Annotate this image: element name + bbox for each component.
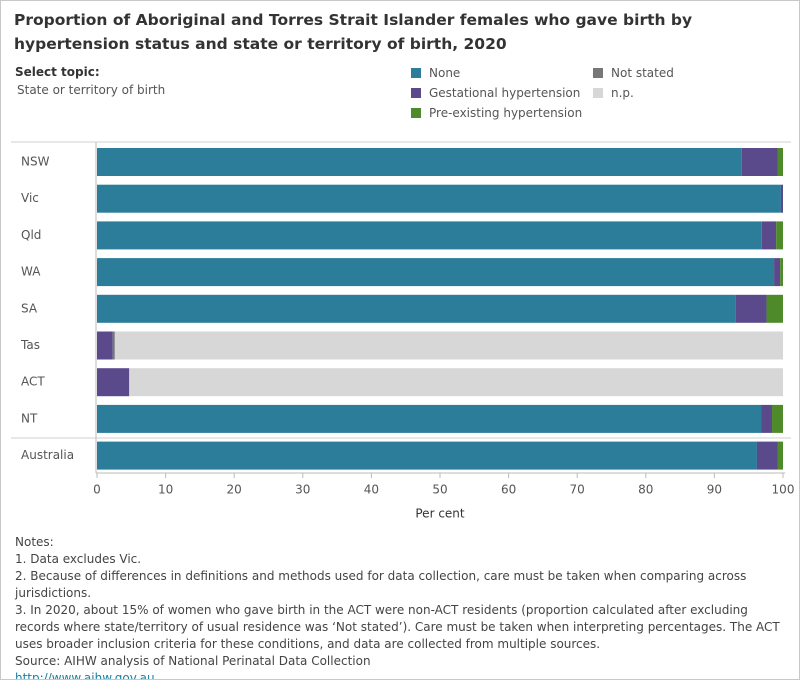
note: 3. In 2020, about 15% of women who gave … [15,603,780,651]
legend-item[interactable]: Pre-existing hypertension [411,106,582,120]
y-tick-label: Qld [21,228,41,242]
notes: Notes: 1. Data excludes Vic. 2. Because … [15,534,790,680]
y-tick-label: Australia [21,448,74,462]
x-tick-label: 60 [501,483,516,497]
y-tick-label: SA [21,301,38,315]
bar-segment [761,221,777,250]
notes-heading: Notes: [15,535,54,549]
x-tick-label: 10 [158,483,173,497]
bar-segment [741,148,778,176]
source: Source: AIHW analysis of National Perina… [15,654,371,668]
x-tick-label: 50 [432,483,447,497]
legend-item[interactable]: None [411,66,460,80]
bar-segment [97,404,762,433]
bar-segment [112,331,115,360]
x-tick-label: 100 [772,483,795,497]
x-axis-title: Per cent [415,507,465,521]
legend-label: None [429,66,461,80]
y-tick-label: ACT [21,375,45,389]
bar-segment [97,441,757,470]
bar-segment [97,221,762,250]
bar-segment [777,148,783,176]
bar-segment [735,294,767,323]
bar-segment [774,258,781,287]
legend-label: n.p. [611,86,634,100]
bar-segment [97,258,775,287]
y-tick-label: WA [21,265,41,279]
y-tick-label: NSW [21,155,50,169]
legend-swatch [411,108,421,118]
bar-segment [761,404,773,433]
bar-segment [97,184,781,213]
bar-segment [129,368,783,397]
note: 2. Because of differences in definitions… [15,569,747,600]
topic-value[interactable]: State or territory of birth [17,83,166,97]
legend-item[interactable]: Not stated [593,66,674,80]
note: 1. Data excludes Vic. [15,552,142,566]
chart-title: Proportion of Aboriginal and Torres Stra… [14,11,693,53]
bar-segment [756,441,778,470]
legend-label: Not stated [611,66,674,80]
legend-swatch [593,88,603,98]
bar-segment [97,148,742,176]
bar-segment [114,331,783,360]
y-tick-label: NT [21,411,38,425]
bar-segment [780,258,783,287]
bar-segment [772,404,783,433]
x-tick-label: 80 [638,483,653,497]
bar-segment [766,294,783,323]
x-tick-label: 0 [93,483,101,497]
bar-segment [777,441,783,470]
bar-segment [780,184,783,213]
legend-swatch [411,68,421,78]
legend-swatch [593,68,603,78]
y-tick-label: Tas [20,338,40,352]
legend-label: Pre-existing hypertension [429,106,583,120]
bar-segment [97,331,113,360]
x-tick-label: 90 [707,483,722,497]
legend-label: Gestational hypertension [429,86,581,100]
x-tick-label: 30 [295,483,310,497]
link[interactable]: http://www.aihw.gov.au [15,671,155,680]
legend-swatch [411,88,421,98]
bar-segment [97,368,130,397]
y-tick-label: Vic [21,191,39,205]
topic-label: Select topic: [15,65,100,79]
bar-segment [776,221,783,250]
x-tick-label: 40 [364,483,379,497]
legend-item[interactable]: n.p. [593,86,634,100]
legend-item[interactable]: Gestational hypertension [411,86,580,100]
bar-segment [97,294,736,323]
x-tick-label: 70 [570,483,585,497]
x-tick-label: 20 [227,483,242,497]
